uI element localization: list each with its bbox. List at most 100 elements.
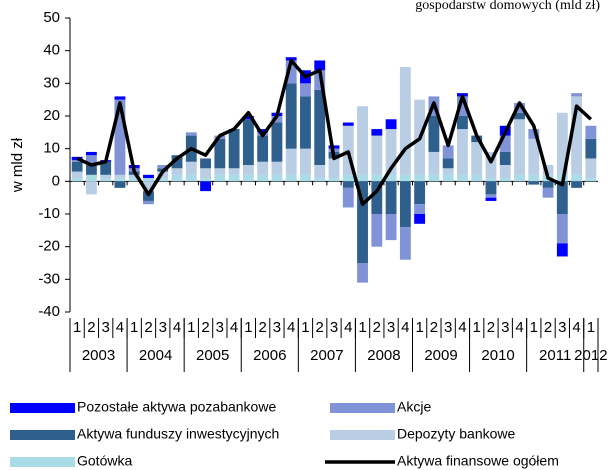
- y-axis-label: w mld zł: [9, 137, 26, 193]
- bar-segment: [171, 168, 183, 175]
- bar-segment: [257, 135, 269, 162]
- x-tick-label: 2: [201, 319, 209, 336]
- bar-segment: [85, 155, 97, 165]
- bar-segment: [457, 96, 468, 116]
- x-tick-label: 3: [159, 319, 167, 336]
- bar-segment: [385, 129, 397, 175]
- year-label: 2012: [574, 347, 607, 364]
- bar-segment: [571, 96, 583, 175]
- bar-segment: [385, 214, 397, 241]
- bar-segment: [542, 181, 554, 188]
- bar-segment: [271, 122, 283, 162]
- year-label: 2006: [253, 347, 286, 364]
- legend-label: Depozyty bankowe: [397, 426, 516, 442]
- x-tick-label: 2: [144, 319, 152, 336]
- bar-segment: [328, 158, 340, 179]
- bar-segment: [314, 89, 326, 165]
- bar-segment: [485, 194, 497, 198]
- x-tick-label: 1: [473, 319, 481, 336]
- bar-segment: [143, 178, 154, 182]
- x-tick-label: 4: [116, 319, 124, 336]
- bar-segment: [499, 178, 511, 182]
- x-tick-label: 4: [458, 319, 466, 336]
- bar-segment: [485, 197, 497, 201]
- y-tick-label: -20: [38, 238, 60, 255]
- legend-label: Akcje: [397, 399, 431, 415]
- bar-segment: [342, 122, 354, 126]
- legend-swatch: [330, 403, 395, 413]
- x-tick-label: 1: [415, 319, 423, 336]
- bar-segment: [442, 174, 454, 182]
- x-tick-label: 4: [572, 319, 580, 336]
- bar-segment: [71, 178, 83, 182]
- y-tick-label: -30: [38, 270, 60, 287]
- bar-segment: [285, 83, 297, 149]
- bar-segment: [442, 168, 454, 175]
- bar-segment: [185, 161, 197, 175]
- x-tick-label: 3: [444, 319, 452, 336]
- bar-segment: [100, 174, 112, 179]
- x-tick-label: 2: [316, 319, 324, 336]
- bar-segment: [399, 227, 411, 260]
- x-tick-label: 1: [187, 319, 195, 336]
- bar-segment: [371, 129, 383, 136]
- bar-segment: [143, 200, 154, 205]
- bar-segment: [499, 151, 511, 165]
- x-tick-label: 4: [287, 319, 295, 336]
- x-tick-label: 3: [216, 319, 224, 336]
- bar-segment: [285, 60, 297, 84]
- bar-segment: [556, 112, 568, 175]
- bar-segment: [85, 174, 97, 182]
- bar-segment: [228, 174, 240, 182]
- bar-segment: [428, 174, 440, 182]
- bar-segment: [328, 178, 340, 182]
- x-tick-label: 1: [358, 319, 366, 336]
- year-label: 2011: [539, 347, 571, 364]
- y-tick-label: 40: [43, 42, 60, 59]
- y-tick-label: 0: [52, 172, 60, 189]
- x-tick-label: 3: [387, 319, 395, 336]
- x-tick-label: 2: [487, 319, 495, 336]
- bar-segment: [328, 145, 340, 149]
- bar-segment: [371, 181, 383, 214]
- bar-segment: [514, 119, 525, 175]
- year-label: 2008: [367, 347, 400, 364]
- bar-segment: [342, 174, 354, 182]
- bar-segment: [442, 158, 454, 169]
- bar-segment: [314, 60, 326, 71]
- x-tick-label: 1: [301, 319, 309, 336]
- legend-swatch: [330, 430, 395, 440]
- bar-segment: [414, 204, 426, 214]
- bar-segment: [128, 174, 140, 179]
- bar-segment: [342, 181, 354, 188]
- bar-segment: [242, 119, 254, 165]
- year-label: 2010: [481, 347, 514, 364]
- x-tick-label: 2: [544, 319, 552, 336]
- bar-segment: [114, 96, 126, 100]
- bar-segment: [128, 178, 140, 182]
- legend-label: Pozostałe aktywa pozabankowe: [77, 399, 276, 415]
- bar-segment: [228, 129, 240, 169]
- bar-segment: [200, 168, 211, 179]
- bar-segment: [571, 181, 583, 188]
- x-tick-label: 2: [87, 319, 95, 336]
- bar-segment: [442, 145, 454, 159]
- x-tick-label: 4: [515, 319, 523, 336]
- bar-segment: [85, 165, 97, 175]
- bar-segment: [85, 151, 97, 156]
- x-tick-label: 4: [401, 319, 409, 336]
- bar-segment: [285, 148, 297, 175]
- bar-segment: [542, 165, 554, 175]
- legend-label: Gotówka: [77, 453, 132, 469]
- bar-segment: [514, 174, 525, 182]
- x-tick-label: 2: [258, 319, 266, 336]
- x-tick-label: 1: [530, 319, 538, 336]
- bar-segment: [200, 181, 211, 192]
- bar-segment: [214, 168, 226, 175]
- bar-segment: [200, 178, 211, 182]
- x-tick-label: 3: [558, 319, 566, 336]
- bar-segment: [399, 181, 411, 228]
- bar-segment: [385, 174, 397, 182]
- year-label: 2004: [139, 347, 172, 364]
- legend-swatch: [10, 403, 75, 413]
